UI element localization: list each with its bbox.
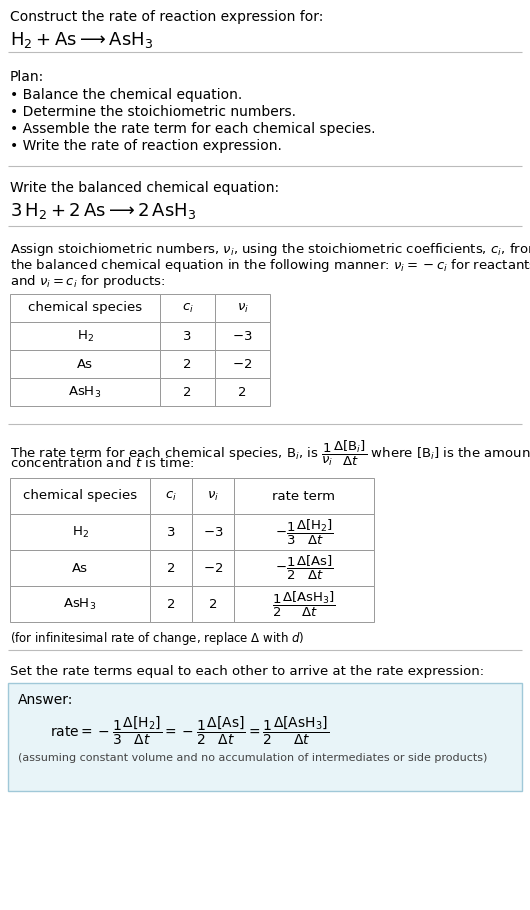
Bar	[10, 478, 150, 514]
Text: $\mathrm{AsH_3}$: $\mathrm{AsH_3}$	[68, 384, 102, 399]
Text: rate term: rate term	[272, 490, 335, 502]
Bar	[10, 550, 150, 586]
Text: Construct the rate of reaction expression for:: Construct the rate of reaction expressio…	[10, 10, 323, 24]
Bar	[150, 550, 192, 586]
Text: $-2$: $-2$	[203, 561, 223, 574]
FancyBboxPatch shape	[8, 683, 522, 791]
Text: $-3$: $-3$	[203, 525, 223, 539]
Text: • Assemble the rate term for each chemical species.: • Assemble the rate term for each chemic…	[10, 122, 375, 136]
Text: $\mathrm{rate} = -\dfrac{1}{3}\dfrac{\Delta[\mathrm{H_2}]}{\Delta t} = -\dfrac{1: $\mathrm{rate} = -\dfrac{1}{3}\dfrac{\De…	[50, 715, 329, 747]
Bar	[150, 514, 192, 550]
Text: (assuming constant volume and no accumulation of intermediates or side products): (assuming constant volume and no accumul…	[18, 753, 488, 763]
Bar	[234, 478, 374, 514]
Text: 2: 2	[209, 598, 217, 611]
Text: and $\nu_i = c_i$ for products:: and $\nu_i = c_i$ for products:	[10, 273, 165, 290]
Bar	[10, 586, 150, 622]
Text: 3: 3	[167, 525, 175, 539]
Bar	[10, 322, 160, 350]
Text: $-\dfrac{1}{2}\dfrac{\Delta[\mathrm{As}]}{\Delta t}$: $-\dfrac{1}{2}\dfrac{\Delta[\mathrm{As}]…	[275, 554, 333, 582]
Text: $c_i$: $c_i$	[165, 490, 177, 502]
Text: 2: 2	[167, 598, 175, 611]
Bar	[215, 378, 270, 406]
Text: • Determine the stoichiometric numbers.: • Determine the stoichiometric numbers.	[10, 105, 296, 119]
Text: As: As	[77, 358, 93, 370]
Text: Plan:: Plan:	[10, 70, 44, 84]
Text: $\mathrm{3\,H_2 + 2\,As \longrightarrow 2\,AsH_3}$: $\mathrm{3\,H_2 + 2\,As \longrightarrow …	[10, 201, 196, 221]
Text: $-\dfrac{1}{3}\dfrac{\Delta[\mathrm{H_2}]}{\Delta t}$: $-\dfrac{1}{3}\dfrac{\Delta[\mathrm{H_2}…	[275, 518, 333, 547]
Text: • Balance the chemical equation.: • Balance the chemical equation.	[10, 88, 242, 102]
Text: $\mathrm{H_2}$: $\mathrm{H_2}$	[72, 524, 89, 540]
Bar	[192, 586, 234, 622]
Bar	[234, 514, 374, 550]
Text: chemical species: chemical species	[23, 490, 137, 502]
Text: Assign stoichiometric numbers, $\nu_i$, using the stoichiometric coefficients, $: Assign stoichiometric numbers, $\nu_i$, …	[10, 241, 530, 258]
Text: 2: 2	[238, 386, 247, 399]
Bar	[215, 350, 270, 378]
Bar	[10, 350, 160, 378]
Text: chemical species: chemical species	[28, 301, 142, 315]
Text: $c_i$: $c_i$	[182, 301, 193, 315]
Text: 2: 2	[167, 561, 175, 574]
Bar	[150, 478, 192, 514]
Text: $\nu_i$: $\nu_i$	[236, 301, 249, 315]
Text: (for infinitesimal rate of change, replace $\Delta$ with $d$): (for infinitesimal rate of change, repla…	[10, 630, 304, 647]
Bar	[160, 350, 215, 378]
Text: $\mathrm{H_2}$: $\mathrm{H_2}$	[76, 329, 93, 344]
Bar	[160, 378, 215, 406]
Text: concentration and $t$ is time:: concentration and $t$ is time:	[10, 456, 194, 470]
Text: Answer:: Answer:	[18, 693, 73, 707]
Text: 2: 2	[183, 358, 192, 370]
Text: • Write the rate of reaction expression.: • Write the rate of reaction expression.	[10, 139, 282, 153]
Text: $\mathrm{H_2 + As \longrightarrow AsH_3}$: $\mathrm{H_2 + As \longrightarrow AsH_3}…	[10, 30, 153, 50]
Text: $-2$: $-2$	[232, 358, 253, 370]
Text: 2: 2	[183, 386, 192, 399]
Bar	[10, 294, 160, 322]
Bar	[160, 322, 215, 350]
Text: the balanced chemical equation in the following manner: $\nu_i = -c_i$ for react: the balanced chemical equation in the fo…	[10, 257, 530, 274]
Bar	[150, 586, 192, 622]
Text: Set the rate terms equal to each other to arrive at the rate expression:: Set the rate terms equal to each other t…	[10, 665, 484, 678]
Bar	[192, 514, 234, 550]
Text: The rate term for each chemical species, $\mathrm{B}_i$, is $\dfrac{1}{\nu_i}\df: The rate term for each chemical species,…	[10, 439, 530, 469]
Bar	[234, 550, 374, 586]
Text: $\mathrm{AsH_3}$: $\mathrm{AsH_3}$	[64, 596, 96, 612]
Bar	[192, 478, 234, 514]
Bar	[10, 514, 150, 550]
Bar	[10, 378, 160, 406]
Bar	[215, 294, 270, 322]
Text: $-3$: $-3$	[232, 329, 253, 342]
Text: 3: 3	[183, 329, 192, 342]
Bar	[215, 322, 270, 350]
Bar	[192, 550, 234, 586]
Bar	[234, 586, 374, 622]
Text: Write the balanced chemical equation:: Write the balanced chemical equation:	[10, 181, 279, 195]
Text: $\dfrac{1}{2}\dfrac{\Delta[\mathrm{AsH_3}]}{\Delta t}$: $\dfrac{1}{2}\dfrac{\Delta[\mathrm{AsH_3…	[272, 590, 336, 619]
Text: $\nu_i$: $\nu_i$	[207, 490, 219, 502]
Text: As: As	[72, 561, 88, 574]
Bar	[160, 294, 215, 322]
